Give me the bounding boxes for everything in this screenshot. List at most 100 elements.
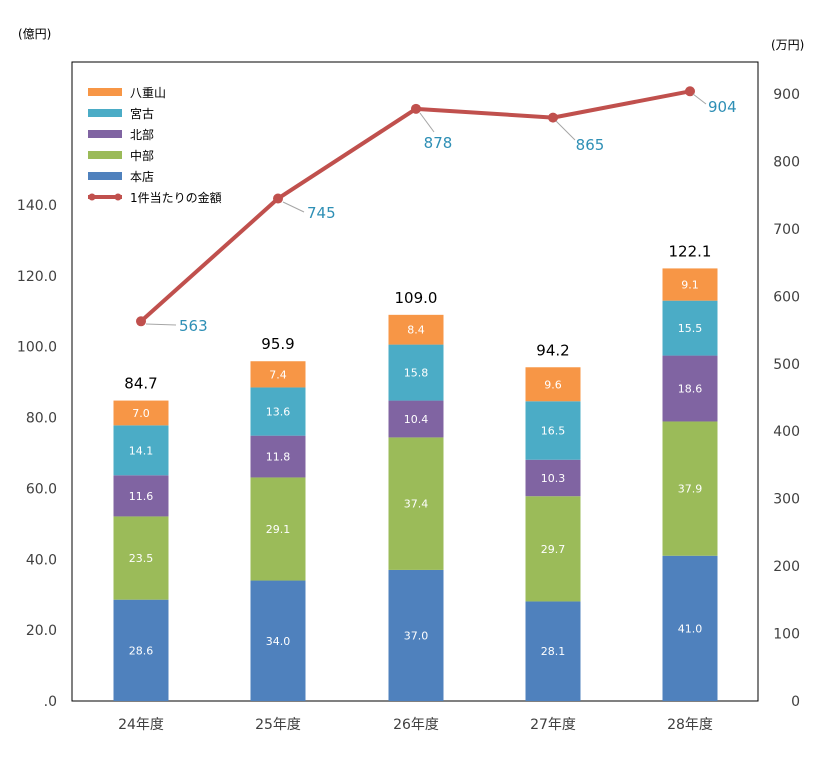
bar-segment-label: 16.5 [541,425,566,438]
bar-segment-label: 14.1 [129,444,154,457]
bar-segment [113,516,169,600]
right-axis-tick-label: 100 [773,627,800,643]
right-axis-tick-label: 600 [773,289,800,305]
left-axis-tick-label: 20.0 [26,623,57,639]
bar-segment [525,459,581,497]
left-axis-tick-label: .0 [44,694,57,710]
left-axis-tick-label: 60.0 [26,481,57,497]
left-axis-tick-label: 100.0 [17,340,57,356]
line-point-label: 878 [424,134,453,152]
bar-segment [113,400,169,426]
bar-segment-label: 18.6 [678,383,703,396]
line-series [139,89,691,323]
left-axis-tick-label: 40.0 [26,552,57,568]
bar-segment-label: 37.4 [404,498,429,511]
right-axis-tick-label: 500 [773,357,800,373]
bar-segment-label: 7.4 [269,368,287,381]
bar-segment-label: 28.1 [541,645,566,658]
right-axis-tick-label: 300 [773,492,800,508]
legend-swatch [88,151,122,159]
legend-swatch [88,172,122,180]
right-axis-tick-label: 0 [791,694,800,710]
bar-segment [525,367,581,402]
line-label-leader [692,93,707,105]
bar-segment-label: 15.5 [678,322,703,335]
bar-total-label: 109.0 [395,289,438,307]
bar-segment [388,344,444,401]
bar-segment-label: 10.4 [404,413,429,426]
bar-segment-label: 9.1 [681,279,699,292]
bar-segment-label: 34.0 [266,635,291,648]
bar-segment-label: 11.6 [129,490,154,503]
bar-segment [388,314,444,345]
legend-swatch [88,130,122,138]
right-axis-tick-label: 800 [773,154,800,170]
bar-segment-label: 9.6 [544,378,562,391]
bar-segment-label: 8.4 [407,324,425,337]
line-point [548,112,558,123]
right-axis-tick-label: 400 [773,424,800,440]
right-axis-tick-label: 200 [773,559,800,575]
bar-segment [250,435,306,478]
legend-line-marker [88,193,96,201]
bar-segment [388,569,444,701]
x-axis-category-label: 25年度 [255,717,301,733]
legend-entry-label: 本店 [130,170,154,184]
bar-segment-label: 37.9 [678,483,703,496]
bar-segment [388,400,444,438]
line-label-leader [419,112,435,133]
bar-segment-label: 37.0 [404,629,429,642]
bar-segment-label: 10.3 [541,472,566,485]
left-axis-unit: (億円) [18,27,51,41]
right-axis-tick-label: 700 [773,222,800,238]
bar-segment [662,355,718,422]
left-axis-tick-label: 80.0 [26,411,57,427]
bar-segment-label: 23.5 [129,552,154,565]
bar-segment [525,496,581,602]
bar-total-label: 94.2 [536,341,569,359]
bar-segment [113,475,169,517]
bar-total-label: 122.1 [669,242,712,260]
legend-entry-label: 八重山 [130,86,166,100]
bar-segment-label: 7.0 [132,407,150,420]
line-point [136,316,146,327]
line-point [273,193,283,204]
bar-segment-label: 11.8 [266,451,291,464]
bar-segment-label: 29.7 [541,543,566,556]
bar-segment-label: 29.1 [266,523,291,536]
legend-line-marker [114,193,122,201]
x-axis-category-label: 28年度 [667,717,713,733]
bar-segment-label: 41.0 [678,622,703,635]
bar-segment-label: 13.6 [266,406,291,419]
bar-segment [113,425,169,476]
bar-segment-label: 15.8 [404,367,429,380]
line-point-label: 563 [179,317,208,335]
bar-segment [388,437,444,570]
bar-segment [662,268,718,301]
bar-total-label: 95.9 [261,335,294,353]
bar-segment [662,300,718,356]
bar-segment [525,601,581,701]
x-axis-category-label: 27年度 [530,717,576,733]
right-axis-tick-label: 900 [773,87,800,103]
bar-segment [250,477,306,581]
bar-segment-label: 28.6 [129,644,154,657]
bar-segment [250,387,306,436]
bar-total-label: 84.7 [124,375,157,393]
bar-segment [250,361,306,388]
legend-entry-label: 北部 [130,127,154,142]
line-point-label: 865 [576,136,605,154]
right-axis-unit: (万円) [771,38,804,52]
line-label-leader [282,201,305,213]
bar-segment [525,401,581,460]
line-point-label: 904 [708,98,737,116]
line-point [685,86,695,97]
legend-entry-label: 中部 [130,148,154,163]
x-axis-category-label: 24年度 [118,717,164,733]
legend-swatch [88,109,122,117]
line-label-leader [145,323,177,326]
legend-entry-label: 宮古 [130,106,154,121]
bar-segment [113,599,169,701]
bar-segment [662,555,718,701]
